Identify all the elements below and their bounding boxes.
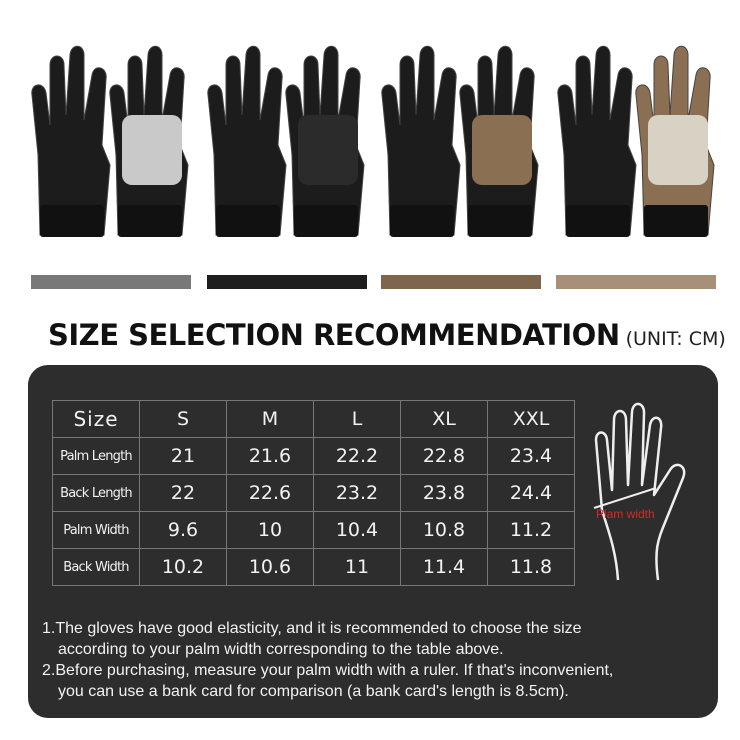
glove-pair-image xyxy=(207,45,365,237)
glove-pair-image xyxy=(557,45,715,237)
table-cell: 10 xyxy=(226,511,314,549)
table-cell: 10.8 xyxy=(400,511,488,549)
table-header-row: Size S M L XL XXL xyxy=(52,400,575,438)
table-cell: 11 xyxy=(313,548,401,586)
table-cell: 22.2 xyxy=(313,437,401,475)
row-label: Palm Width xyxy=(52,511,140,549)
note-1-line-2: according to your palm width correspondi… xyxy=(58,641,504,658)
table-row: Palm Length 21 21.6 22.2 22.8 23.4 xyxy=(52,437,575,475)
table-cell: 23.2 xyxy=(313,474,401,512)
table-cell: 22.6 xyxy=(226,474,314,512)
table-cell: 21 xyxy=(139,437,227,475)
table-cell: 23.4 xyxy=(487,437,575,475)
table-cell: 11.8 xyxy=(487,548,575,586)
title-text: SIZE SELECTION RECOMMENDATION xyxy=(48,318,620,352)
note-1-line-1: 1.The gloves have good elasticity, and i… xyxy=(42,620,582,637)
size-panel: Size S M L XL XXL Palm Length 21 21.6 22… xyxy=(28,365,718,718)
table-cell: 22 xyxy=(139,474,227,512)
size-table: Size S M L XL XXL Palm Length 21 21.6 22… xyxy=(52,400,575,586)
header-cell: XL xyxy=(400,400,488,438)
glove-pair-image xyxy=(31,45,189,237)
table-cell: 11.2 xyxy=(487,511,575,549)
header-cell: S xyxy=(139,400,227,438)
row-label: Palm Length xyxy=(52,437,140,475)
table-cell: 11.4 xyxy=(400,548,488,586)
table-row: Palm Width 9.6 10 10.4 10.8 11.2 xyxy=(52,511,575,549)
header-cell: XXL xyxy=(487,400,575,438)
table-cell: 24.4 xyxy=(487,474,575,512)
table-cell: 10.6 xyxy=(226,548,314,586)
header-cell: M xyxy=(226,400,314,438)
row-label: Back Width xyxy=(52,548,140,586)
color-swatch[interactable] xyxy=(207,275,367,289)
note-2-line-2: you can use a bank card for comparison (… xyxy=(58,683,569,700)
unit-label: (UNIT: CM) xyxy=(625,328,726,350)
note-2-line-1: 2.Before purchasing, measure your palm w… xyxy=(42,662,614,679)
table-row: Back Width 10.2 10.6 11 11.4 11.8 xyxy=(52,548,575,586)
row-label: Back Length xyxy=(52,474,140,512)
color-swatch[interactable] xyxy=(556,275,716,289)
table-cell: 10.4 xyxy=(313,511,401,549)
table-row: Back Length 22 22.6 23.2 23.8 24.4 xyxy=(52,474,575,512)
measure-line xyxy=(593,487,657,509)
table-cell: 22.8 xyxy=(400,437,488,475)
header-cell: L xyxy=(313,400,401,438)
table-cell: 23.8 xyxy=(400,474,488,512)
size-title: SIZE SELECTION RECOMMENDATION (UNIT: CM) xyxy=(48,318,726,352)
hand-illustration: Plam width xyxy=(593,402,686,581)
notes: 1.The gloves have good elasticity, and i… xyxy=(42,618,712,702)
header-cell: Size xyxy=(52,400,140,438)
table-cell: 9.6 xyxy=(139,511,227,549)
table-cell: 21.6 xyxy=(226,437,314,475)
glove-pair-image xyxy=(381,45,539,237)
color-swatch[interactable] xyxy=(381,275,541,289)
table-cell: 10.2 xyxy=(139,548,227,586)
palm-width-label: Plam width xyxy=(596,507,655,521)
color-swatch[interactable] xyxy=(31,275,191,289)
